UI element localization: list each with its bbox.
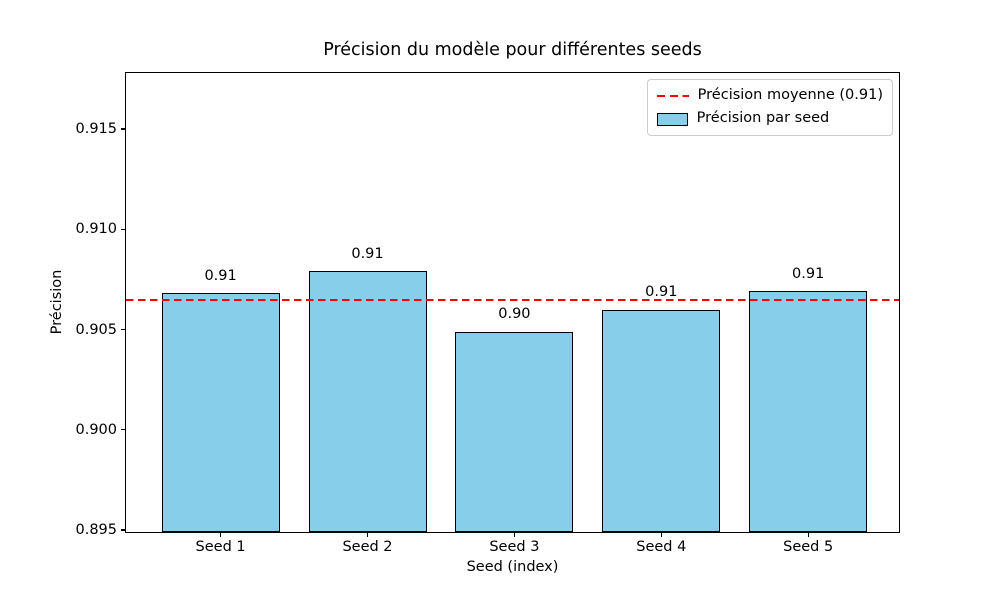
x-axis-label: Seed (index) xyxy=(466,559,559,575)
x-tick-mark xyxy=(513,532,516,537)
y-tick-label: 0.910 xyxy=(75,221,117,238)
legend-entry-bars: Précision par seed xyxy=(656,110,883,127)
bar-seed-3 xyxy=(455,331,574,532)
legend-label-bars: Précision par seed xyxy=(696,110,830,127)
bar-seed-5 xyxy=(749,291,868,532)
bar-patch-icon xyxy=(656,112,688,126)
x-tick-mark xyxy=(366,532,369,537)
legend-entry-mean-line: Précision moyenne (0.91) xyxy=(656,87,883,104)
legend-label-mean: Précision moyenne (0.91) xyxy=(697,87,883,103)
x-tick-mark xyxy=(219,532,222,537)
chart-title: Précision du modèle pour différentes see… xyxy=(323,40,702,60)
bar-seed-2 xyxy=(308,271,427,532)
x-tick-mark xyxy=(660,532,662,537)
mean-line xyxy=(126,298,899,301)
x-tick-mark xyxy=(807,532,809,537)
legend: Précision moyenne (0.91) Précision par s… xyxy=(646,79,893,136)
bar-value-label: 0.91 xyxy=(645,284,678,301)
bar-seed-4 xyxy=(602,309,721,532)
y-tick-mark xyxy=(121,228,126,231)
plot-area: Précision moyenne (0.91) Précision par s… xyxy=(75,72,900,555)
x-tick-label: Seed 5 xyxy=(783,539,834,555)
y-tick-label: 0.900 xyxy=(75,421,117,438)
x-tick-label: Seed 1 xyxy=(195,539,246,555)
bar-seed-1 xyxy=(161,293,280,532)
y-tick-mark xyxy=(121,429,126,431)
y-tick-mark xyxy=(121,128,126,130)
y-tick-label: 0.905 xyxy=(75,321,117,338)
x-tick-label: Seed 3 xyxy=(489,539,540,555)
y-tick-label: 0.895 xyxy=(75,521,117,538)
y-axis-label: Précision xyxy=(49,269,65,335)
bar-value-label: 0.91 xyxy=(792,265,825,282)
bar-value-label: 0.91 xyxy=(351,245,384,262)
x-tick-label: Seed 4 xyxy=(636,539,687,555)
bar-value-label: 0.91 xyxy=(204,267,237,284)
y-tick-mark xyxy=(121,328,126,331)
y-tick-mark xyxy=(121,529,126,531)
x-tick-label: Seed 2 xyxy=(342,539,393,555)
dashed-line-icon xyxy=(656,94,689,97)
y-tick-label: 0.915 xyxy=(75,120,117,137)
bar-value-label: 0.90 xyxy=(498,306,531,323)
